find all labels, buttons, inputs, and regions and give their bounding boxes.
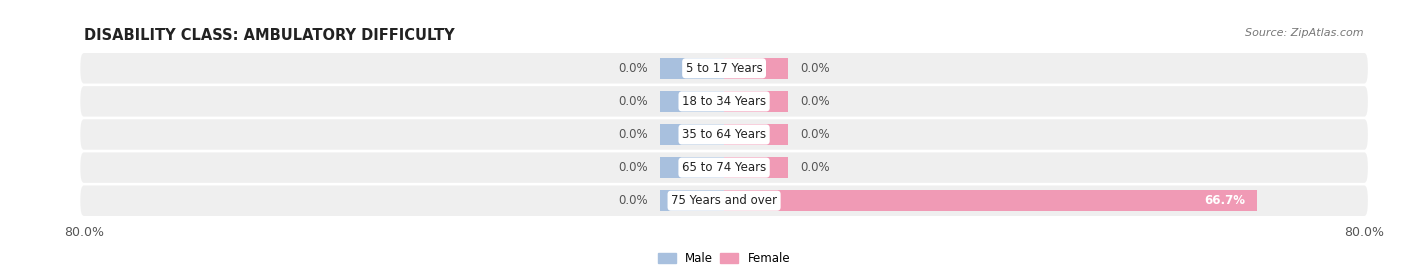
Text: 35 to 64 Years: 35 to 64 Years [682,128,766,141]
Text: 66.7%: 66.7% [1205,194,1246,207]
Text: 75 Years and over: 75 Years and over [671,194,778,207]
Text: 18 to 34 Years: 18 to 34 Years [682,95,766,108]
Text: 0.0%: 0.0% [800,128,830,141]
Text: 65 to 74 Years: 65 to 74 Years [682,161,766,174]
Bar [724,58,787,79]
Bar [661,124,724,145]
Bar [724,190,1257,211]
FancyBboxPatch shape [80,119,1368,150]
Text: 5 to 17 Years: 5 to 17 Years [686,62,762,75]
FancyBboxPatch shape [80,152,1368,183]
Bar [661,190,724,211]
Bar [724,91,787,112]
FancyBboxPatch shape [80,86,1368,117]
FancyBboxPatch shape [80,186,1368,216]
Bar [724,124,787,145]
FancyBboxPatch shape [80,53,1368,83]
Text: 0.0%: 0.0% [619,128,648,141]
Text: 0.0%: 0.0% [800,161,830,174]
Bar [724,157,787,178]
Text: 0.0%: 0.0% [619,95,648,108]
Legend: Male, Female: Male, Female [654,247,794,269]
Text: 0.0%: 0.0% [619,62,648,75]
Bar [661,58,724,79]
Text: 0.0%: 0.0% [800,62,830,75]
Text: 0.0%: 0.0% [800,95,830,108]
Bar [661,157,724,178]
Text: Source: ZipAtlas.com: Source: ZipAtlas.com [1246,28,1364,38]
Text: 0.0%: 0.0% [619,194,648,207]
Bar [661,91,724,112]
Text: 0.0%: 0.0% [619,161,648,174]
Text: DISABILITY CLASS: AMBULATORY DIFFICULTY: DISABILITY CLASS: AMBULATORY DIFFICULTY [84,28,456,43]
